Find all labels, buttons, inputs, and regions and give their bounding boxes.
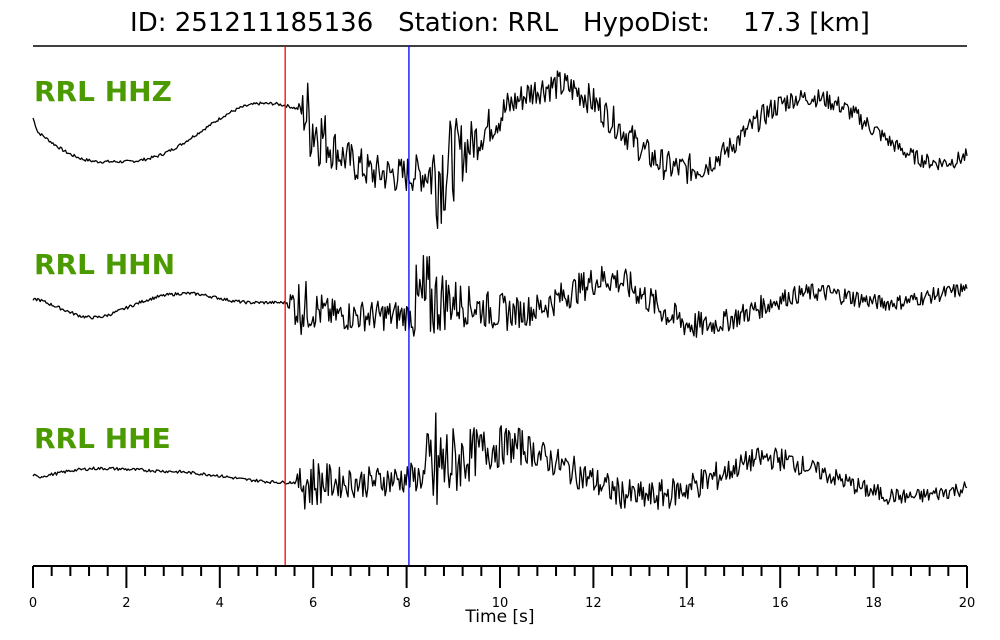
x-tick-label: 0 <box>29 596 37 611</box>
x-axis-label: Time [s] <box>464 607 534 627</box>
trace-rrl-hhe <box>32 412 968 510</box>
channel-label: RRL HHN <box>34 248 175 281</box>
x-tick-label: 4 <box>216 596 224 611</box>
title-id-label: ID: <box>130 8 167 38</box>
title-id-value: 251211185136 <box>174 8 374 38</box>
channel-label: RRL HHE <box>34 422 171 455</box>
picks-group <box>284 46 410 566</box>
title-station-label: Station: <box>398 8 500 38</box>
channel-label: RRL HHZ <box>34 75 172 108</box>
x-tick-label: 14 <box>679 596 696 611</box>
channel-labels-group: RRL HHZ RRL HHN RRL HHE <box>34 75 175 455</box>
x-tick-label: 10 <box>492 596 509 611</box>
x-tick-label: 18 <box>865 596 882 611</box>
title-hypodist-unit: [km] <box>809 8 870 38</box>
x-tick-label: 6 <box>309 596 317 611</box>
figure-title: ID: 251211185136 Station: RRL HypoDist: … <box>0 8 1000 38</box>
x-tick-label: 16 <box>772 596 789 611</box>
title-hypodist-label: HypoDist: <box>582 8 711 38</box>
x-tick-label: 8 <box>402 596 410 611</box>
x-tick-label: 12 <box>585 596 602 611</box>
trace-rrl-hhn <box>32 254 968 338</box>
time-axis: 0 2 4 6 8 10 12 14 16 18 20 Time [s] <box>29 565 976 627</box>
trace-rrl-hhz <box>32 70 968 230</box>
x-tick-label: 20 <box>959 596 976 611</box>
x-tick-label: 2 <box>122 596 130 611</box>
traces-group <box>32 70 968 510</box>
title-hypodist-value: 17.3 <box>743 8 802 38</box>
title-station-value: RRL <box>507 8 559 38</box>
